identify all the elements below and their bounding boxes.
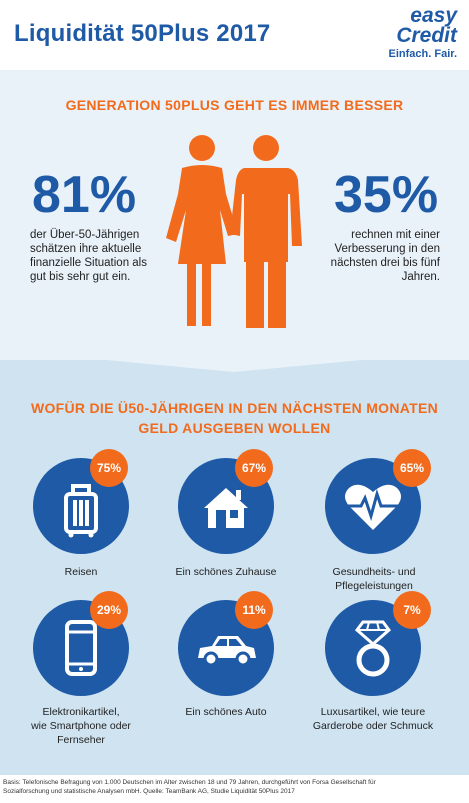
percent-badge-car: 11%: [235, 591, 273, 629]
house-icon: [204, 488, 248, 528]
item-label-electronics: Elektronikartikel, wie Smartphone oder F…: [31, 706, 131, 746]
item-label-car: Ein schönes Auto: [185, 706, 267, 718]
percent-badge-luxury: 7%: [393, 591, 431, 629]
heart-pulse-icon: [345, 484, 401, 530]
section-divider: [0, 350, 469, 372]
right-description: rechnen mit einer Verbesserung in den nä…: [330, 229, 440, 283]
car-icon: [198, 636, 256, 667]
section2-title: WOFÜR DIE Ü50-JÄHRIGEN IN DEN NÄCHSTEN M…: [30, 400, 439, 436]
item-label-travel: Reisen: [64, 566, 98, 578]
left-description: der Über-50-Jährigen schätzen ihre aktue…: [30, 229, 147, 283]
source-footnote: Basis: Telefonische Befragung von 1.000 …: [3, 779, 376, 795]
smartphone-icon: [65, 620, 97, 676]
percent-badge-travel: 75%: [90, 449, 128, 487]
section1-title: GENERATION 50PLUS GEHT ES IMMER BESSER: [65, 97, 404, 113]
item-label-health: Gesundheits- und Pflegeleistungen: [332, 566, 416, 592]
percent-badge-health: 65%: [393, 449, 431, 487]
logo-easy: easy: [410, 4, 457, 27]
header: Liquidität 50Plus 2017 easy Credit Einfa…: [0, 0, 469, 70]
section-spending: [0, 360, 469, 775]
item-label-home: Ein schönes Zuhause: [175, 566, 277, 578]
right-percent: 35%: [334, 166, 439, 224]
logo-tagline: Einfach. Fair.: [388, 48, 457, 60]
page-title: Liquidität 50Plus 2017: [14, 20, 271, 47]
diamond-ring-icon: [354, 620, 392, 677]
footer: [0, 775, 469, 803]
easycredit-logo: easy Credit Einfach. Fair.: [386, 4, 457, 60]
left-percent: 81%: [32, 166, 137, 224]
percent-badge-home: 67%: [235, 449, 273, 487]
percent-badge-electronics: 29%: [90, 591, 128, 629]
item-label-luxury: Luxusartikel, wie teure Garderobe oder S…: [312, 706, 434, 732]
suitcase-icon: [64, 484, 98, 538]
couple-icon: [166, 135, 302, 328]
logo-credit: Credit: [396, 24, 457, 47]
